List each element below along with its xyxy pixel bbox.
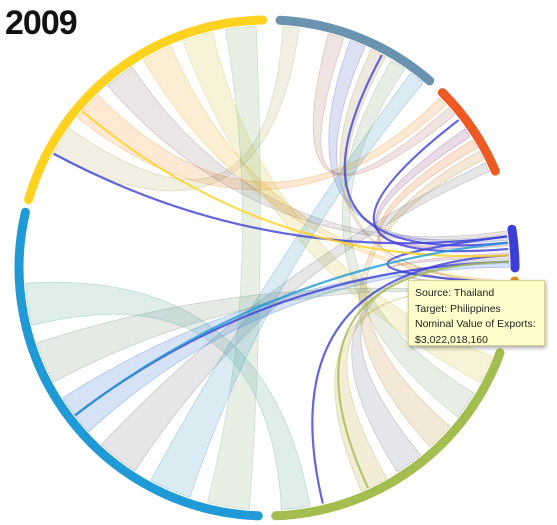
group-arc-1 bbox=[275, 15, 435, 86]
chord-ribbon-38 bbox=[101, 162, 490, 472]
chord-ribbon-5 bbox=[206, 25, 261, 510]
chord-ribbon-35 bbox=[25, 281, 311, 510]
chord-ribbon-30 bbox=[182, 31, 493, 384]
year-title: 2009 bbox=[5, 4, 78, 42]
group-arc-2 bbox=[437, 88, 500, 176]
highlight-chord-3 bbox=[311, 254, 509, 504]
chord-ribbon-33 bbox=[351, 257, 510, 473]
tooltip-value-label: Nominal Value of Exports: bbox=[415, 318, 536, 330]
chord-ribbon-18 bbox=[107, 66, 508, 241]
chord-ribbon-2 bbox=[107, 66, 508, 241]
highlight-chord-7 bbox=[74, 241, 508, 417]
chord-ribbon-17 bbox=[101, 162, 490, 472]
ribbons-layer bbox=[25, 25, 510, 510]
highlight-chords-layer bbox=[53, 54, 509, 504]
group-arc-0 bbox=[24, 15, 268, 205]
tooltip-source: Source: Thailand bbox=[415, 287, 495, 299]
highlight-chord-0 bbox=[53, 152, 508, 245]
chord-ribbon-41 bbox=[25, 281, 311, 510]
chord-ribbon-12 bbox=[76, 94, 447, 191]
chord-ribbon-8 bbox=[328, 40, 508, 244]
chord-ribbon-37 bbox=[150, 72, 424, 498]
group-arc-5 bbox=[271, 348, 505, 521]
chord-ribbon-1 bbox=[76, 94, 447, 191]
tooltip-value: $3,022,018,160 bbox=[415, 333, 488, 346]
chord-ribbon-25 bbox=[339, 49, 509, 286]
group-arc-3 bbox=[507, 224, 520, 273]
chord-ribbon-7 bbox=[312, 33, 456, 176]
chord-ribbon-10 bbox=[341, 59, 475, 418]
chord-ribbon-13 bbox=[312, 33, 456, 176]
chord-ribbon-24 bbox=[142, 45, 510, 284]
chord-ribbon-0 bbox=[52, 26, 300, 192]
chord-ribbon-4 bbox=[182, 31, 493, 384]
group-arc-6 bbox=[14, 207, 263, 521]
tooltip-target: Target: Philippines bbox=[415, 302, 501, 315]
highlight-chord-8 bbox=[337, 260, 509, 489]
highlight-chord-6 bbox=[81, 110, 509, 258]
chord-ribbon-31 bbox=[341, 59, 475, 418]
chord-ribbon-16 bbox=[358, 150, 484, 448]
tooltip: Source: Thailand Target: Philippines Nom… bbox=[408, 280, 545, 346]
